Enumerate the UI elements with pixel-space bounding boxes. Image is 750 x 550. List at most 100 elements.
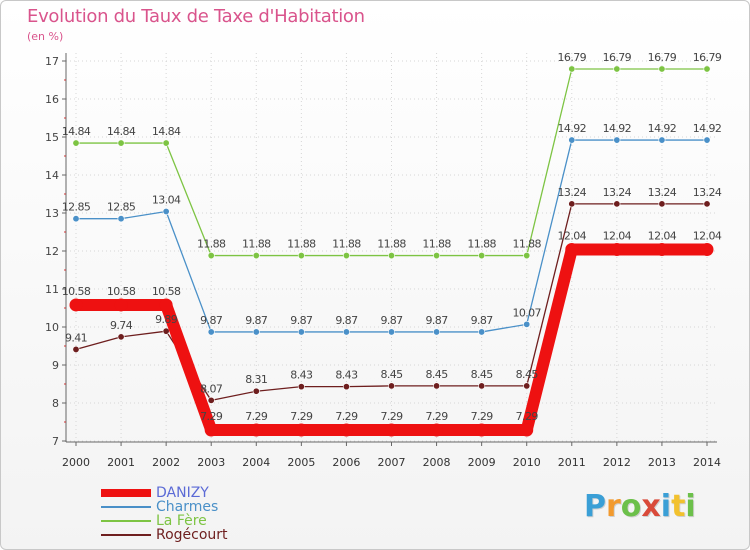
data-point (703, 65, 711, 73)
legend-item: La Fère (101, 514, 301, 528)
data-point (387, 382, 395, 390)
data-point (475, 423, 489, 437)
data-point (69, 298, 83, 312)
data-label: 11.88 (377, 238, 406, 251)
x-tick-label: 2014 (693, 456, 721, 469)
data-label: 9.89 (155, 313, 178, 326)
legend-swatch (101, 506, 151, 508)
data-label: 9.87 (200, 314, 223, 327)
data-label: 13.24 (603, 186, 632, 199)
data-point (658, 136, 666, 144)
data-point (342, 383, 350, 391)
data-label: 13.24 (648, 186, 677, 199)
y-tick-label: 17 (45, 55, 59, 68)
data-point (613, 136, 621, 144)
data-label: 10.58 (152, 285, 181, 298)
data-label: 14.92 (648, 122, 677, 135)
legend-item: Rogécourt (101, 528, 301, 542)
legend-label: Rogécourt (156, 527, 228, 543)
data-point (387, 252, 395, 260)
data-label: 9.87 (380, 314, 403, 327)
y-tick-label: 7 (52, 435, 59, 448)
y-tick-label: 15 (45, 131, 59, 144)
data-point (72, 139, 80, 147)
data-point (342, 328, 350, 336)
data-label: 8.43 (290, 369, 313, 382)
y-tick-label: 9 (52, 359, 59, 372)
logo-letter: o (620, 489, 642, 524)
chart-title: Evolution du Taux de Taxe d'Habitation (27, 6, 365, 27)
data-point (568, 136, 576, 144)
data-point (433, 382, 441, 390)
data-point (339, 423, 353, 437)
data-label: 7.29 (290, 410, 313, 423)
data-label: 7.29 (426, 410, 449, 423)
legend-label: DANIZY (156, 485, 209, 501)
data-point (207, 328, 215, 336)
data-point (703, 200, 711, 208)
x-tick-label: 2006 (332, 456, 360, 469)
data-label: 14.92 (558, 122, 587, 135)
data-label: 9.74 (110, 319, 133, 332)
y-tick-label: 13 (45, 207, 59, 220)
data-label: 13.24 (558, 186, 587, 199)
data-point (658, 200, 666, 208)
data-label: 9.87 (245, 314, 268, 327)
x-tick-label: 2013 (648, 456, 676, 469)
legend-item: Charmes (101, 500, 301, 514)
data-label: 14.92 (603, 122, 632, 135)
data-point (655, 242, 669, 256)
axes-layer: 7 8 9 10 11 12 13 14 15 16 17 2000 2001 2002 2003 2004 2… (45, 53, 721, 469)
data-point (433, 328, 441, 336)
legend-label: Charmes (156, 499, 219, 515)
data-label: 12.04 (693, 229, 722, 242)
data-label: 14.84 (152, 125, 181, 138)
data-label: 13.24 (693, 186, 722, 199)
data-label: 12.85 (62, 201, 91, 214)
legend-swatch (101, 534, 151, 536)
x-tick-label: 2009 (468, 456, 496, 469)
data-label: 10.07 (512, 306, 541, 319)
data-point (72, 215, 80, 223)
data-label: 12.04 (558, 229, 587, 242)
data-label: 7.29 (335, 410, 358, 423)
data-point (114, 298, 128, 312)
x-tick-label: 2002 (152, 456, 180, 469)
data-label: 8.31 (245, 373, 267, 386)
data-point (72, 345, 80, 353)
data-point (342, 252, 350, 260)
data-labels-layer: 10.58 10.58 10.58 7.29 7.29 7.29 7.29 7.29 7.29 7… (62, 51, 723, 423)
logo-letter: x (641, 489, 661, 524)
data-point (478, 328, 486, 336)
data-point (387, 328, 395, 336)
data-point (252, 252, 260, 260)
data-label: 16.79 (693, 51, 722, 64)
logo-letter: r (606, 489, 621, 524)
data-point (523, 320, 531, 328)
data-point (207, 252, 215, 260)
data-point (297, 328, 305, 336)
data-label: 11.88 (467, 238, 496, 251)
y-tick-label: 12 (45, 245, 59, 258)
y-tick-label: 16 (45, 93, 59, 106)
data-label: 12.04 (648, 229, 677, 242)
data-label: 16.79 (603, 51, 632, 64)
data-point (433, 252, 441, 260)
data-point (568, 200, 576, 208)
y-tick-label: 10 (45, 321, 59, 334)
data-point (117, 333, 125, 341)
data-label: 8.45 (471, 368, 494, 381)
data-label: 9.87 (471, 314, 494, 327)
data-point (478, 382, 486, 390)
data-point (523, 252, 531, 260)
data-point (207, 396, 215, 404)
data-point (117, 215, 125, 223)
data-label: 8.45 (380, 368, 403, 381)
data-label: 8.45 (516, 368, 539, 381)
data-point (610, 242, 624, 256)
logo-letter: i (660, 489, 672, 524)
data-label: 7.29 (200, 410, 223, 423)
data-label: 7.29 (380, 410, 403, 423)
x-tick-label: 2008 (423, 456, 451, 469)
data-point (613, 65, 621, 73)
